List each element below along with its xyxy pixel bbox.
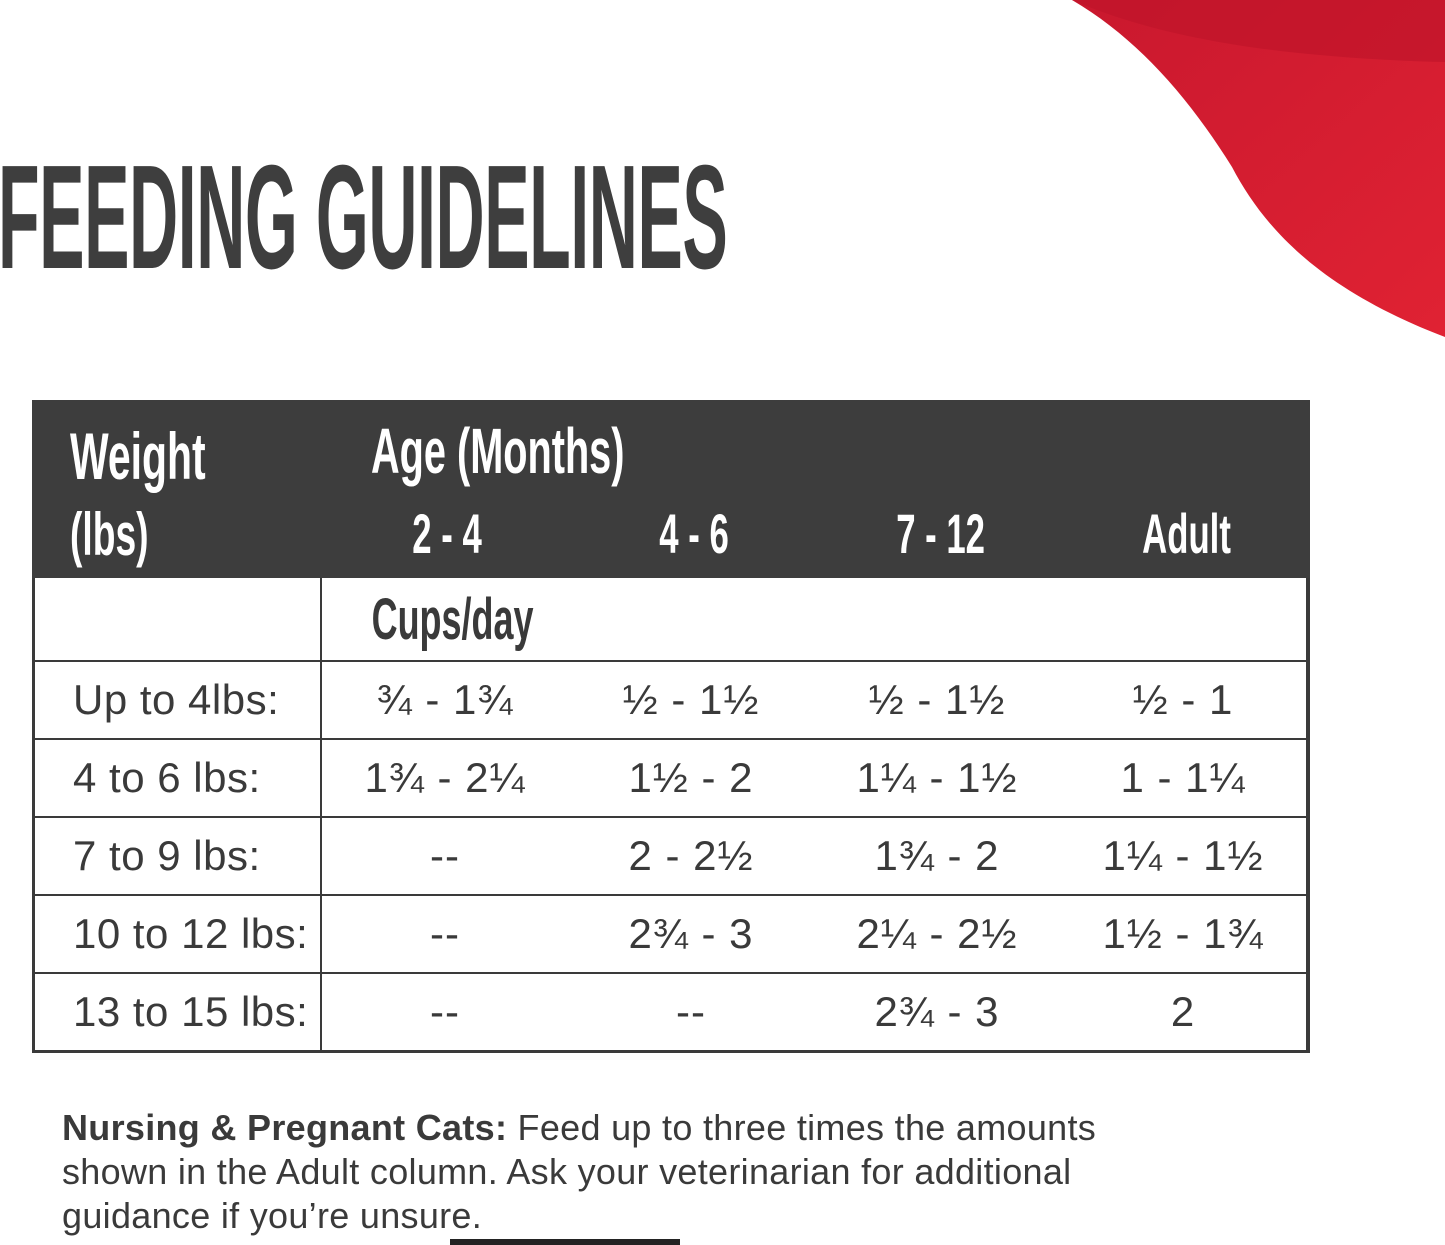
cropped-bottom-graphic-sliver <box>450 1239 680 1245</box>
table-body: Cups/day Up to 4lbs: ¾ - 1¾ ½ - 1½ ½ - 1… <box>32 578 1310 1053</box>
value-cell: ½ - 1½ <box>622 676 760 723</box>
value-cell: 2¾ - 3 <box>874 988 1000 1035</box>
units-row: Cups/day <box>35 578 1306 660</box>
units-cell: Cups/day <box>322 578 583 660</box>
weight-unit-label: (lbs) <box>70 501 149 568</box>
table-header: Weight (lbs) Age (Months) 2 - 4 4 - 6 7 … <box>32 400 1310 578</box>
value-cell: 1½ - 2 <box>628 754 754 801</box>
note-bold-lead: Nursing & Pregnant Cats: <box>62 1107 508 1148</box>
feeding-guidelines-table: Weight (lbs) Age (Months) 2 - 4 4 - 6 7 … <box>32 400 1310 1053</box>
age-col-label: 4 - 6 <box>659 502 729 565</box>
page-title: FEEDING GUIDELINES <box>0 135 728 300</box>
age-col-7-12: 7 - 12 <box>817 501 1064 566</box>
weight-header-label: Weight <box>70 419 206 493</box>
red-swoosh-graphic <box>1072 0 1445 337</box>
value-cell: -- <box>430 988 460 1035</box>
age-col-label: Adult <box>1142 502 1232 565</box>
age-months-label: Age (Months) <box>371 415 625 487</box>
table-row: 13 to 15 lbs: -- -- 2¾ - 3 2 <box>35 972 1306 1050</box>
age-col-label: 7 - 12 <box>895 502 985 565</box>
value-cell: -- <box>676 988 706 1035</box>
value-cell: ¾ - 1¾ <box>376 676 514 723</box>
weight-cell: 10 to 12 lbs: <box>35 896 322 972</box>
value-cell: 1¾ - 2¼ <box>364 754 526 801</box>
table-row: 10 to 12 lbs: -- 2¾ - 3 2¼ - 2½ 1½ - 1¾ <box>35 894 1306 972</box>
value-cell: 1¼ - 1½ <box>856 754 1018 801</box>
value-cell: 1½ - 1¾ <box>1102 910 1264 957</box>
note-line-1: Nursing & Pregnant Cats: Feed up to thre… <box>62 1106 1322 1150</box>
age-col-adult: Adult <box>1064 501 1311 566</box>
note-line-1-rest: Feed up to three times the amounts <box>507 1107 1097 1148</box>
weight-cell: 4 to 6 lbs: <box>35 740 322 816</box>
nursing-pregnant-note: Nursing & Pregnant Cats: Feed up to thre… <box>62 1106 1322 1238</box>
value-cell: 1¾ - 2 <box>874 832 1000 879</box>
weight-column-header: Weight (lbs) <box>32 400 324 578</box>
value-cell: 2¼ - 2½ <box>856 910 1018 957</box>
value-cell: ½ - 1½ <box>868 676 1006 723</box>
cups-per-day-label: Cups/day <box>371 586 534 652</box>
value-cell: ½ - 1 <box>1132 676 1234 723</box>
age-col-label: 2 - 4 <box>412 502 482 565</box>
value-cell: -- <box>430 832 460 879</box>
value-cell: -- <box>430 910 460 957</box>
note-line-3: guidance if you’re unsure. <box>62 1195 483 1236</box>
weight-cell: 13 to 15 lbs: <box>35 974 322 1050</box>
table-row: Up to 4lbs: ¾ - 1¾ ½ - 1½ ½ - 1½ ½ - 1 <box>35 660 1306 738</box>
age-subcolumn-headers: 2 - 4 4 - 6 7 - 12 Adult <box>324 501 1310 578</box>
weight-cell: Up to 4lbs: <box>35 662 322 738</box>
value-cell: 1¼ - 1½ <box>1102 832 1264 879</box>
age-col-4-6: 4 - 6 <box>571 501 818 566</box>
empty-cell <box>35 578 322 660</box>
age-column-group-header: Age (Months) 2 - 4 4 - 6 7 - 12 Adult <box>324 400 1310 578</box>
value-cell: 1 - 1¼ <box>1120 754 1246 801</box>
note-line-2: shown in the Adult column. Ask your vete… <box>62 1151 1072 1192</box>
table-row: 7 to 9 lbs: -- 2 - 2½ 1¾ - 2 1¼ - 1½ <box>35 816 1306 894</box>
value-cell: 2 - 2½ <box>628 832 754 879</box>
value-cell: 2¾ - 3 <box>628 910 754 957</box>
table-row: 4 to 6 lbs: 1¾ - 2¼ 1½ - 2 1¼ - 1½ 1 - 1… <box>35 738 1306 816</box>
value-cell: 2 <box>1170 988 1196 1035</box>
age-col-2-4: 2 - 4 <box>324 501 571 566</box>
weight-cell: 7 to 9 lbs: <box>35 818 322 894</box>
